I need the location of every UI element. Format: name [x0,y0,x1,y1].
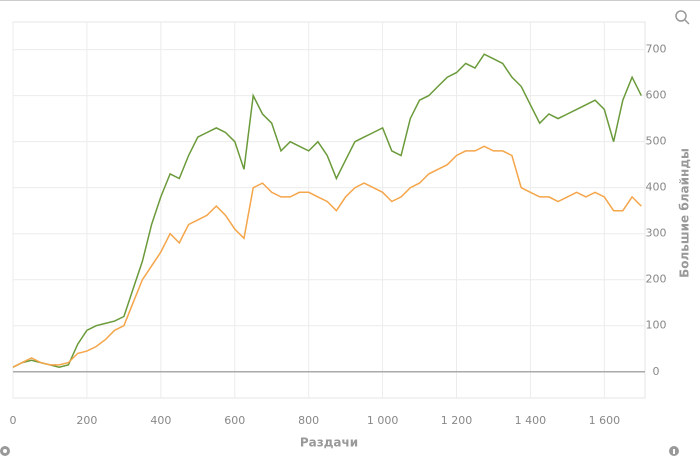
y-tick-label: 300 [646,227,667,240]
x-tick-label: 1 000 [367,414,399,427]
y-tick-label: 400 [646,181,667,194]
y-tick-label: 100 [646,319,667,332]
series-line [12,53,642,368]
x-tick-label: 1 400 [515,414,547,427]
y-tick-label: 700 [646,43,667,56]
x-tick-label: 600 [224,414,245,427]
x-axis-title: Раздачи [300,436,358,450]
plot-border [12,21,646,399]
y-tick-label: 0 [653,365,660,378]
x-tick-label: 1 200 [441,414,473,427]
y-axis-title: Большие блайнды [678,148,692,278]
y-tick-label: 500 [646,135,667,148]
series-line [12,145,642,368]
info-icon[interactable] [669,446,679,456]
y-tick-label: 200 [646,273,667,286]
x-tick-label: 800 [298,414,319,427]
y-tick-label: 600 [646,89,667,102]
settings-icon[interactable] [0,446,10,456]
x-tick-label: 400 [150,414,171,427]
x-tick-label: 0 [10,414,17,427]
zoom-icon[interactable] [675,10,690,25]
x-tick-label: 1 600 [589,414,621,427]
x-tick-label: 200 [76,414,97,427]
